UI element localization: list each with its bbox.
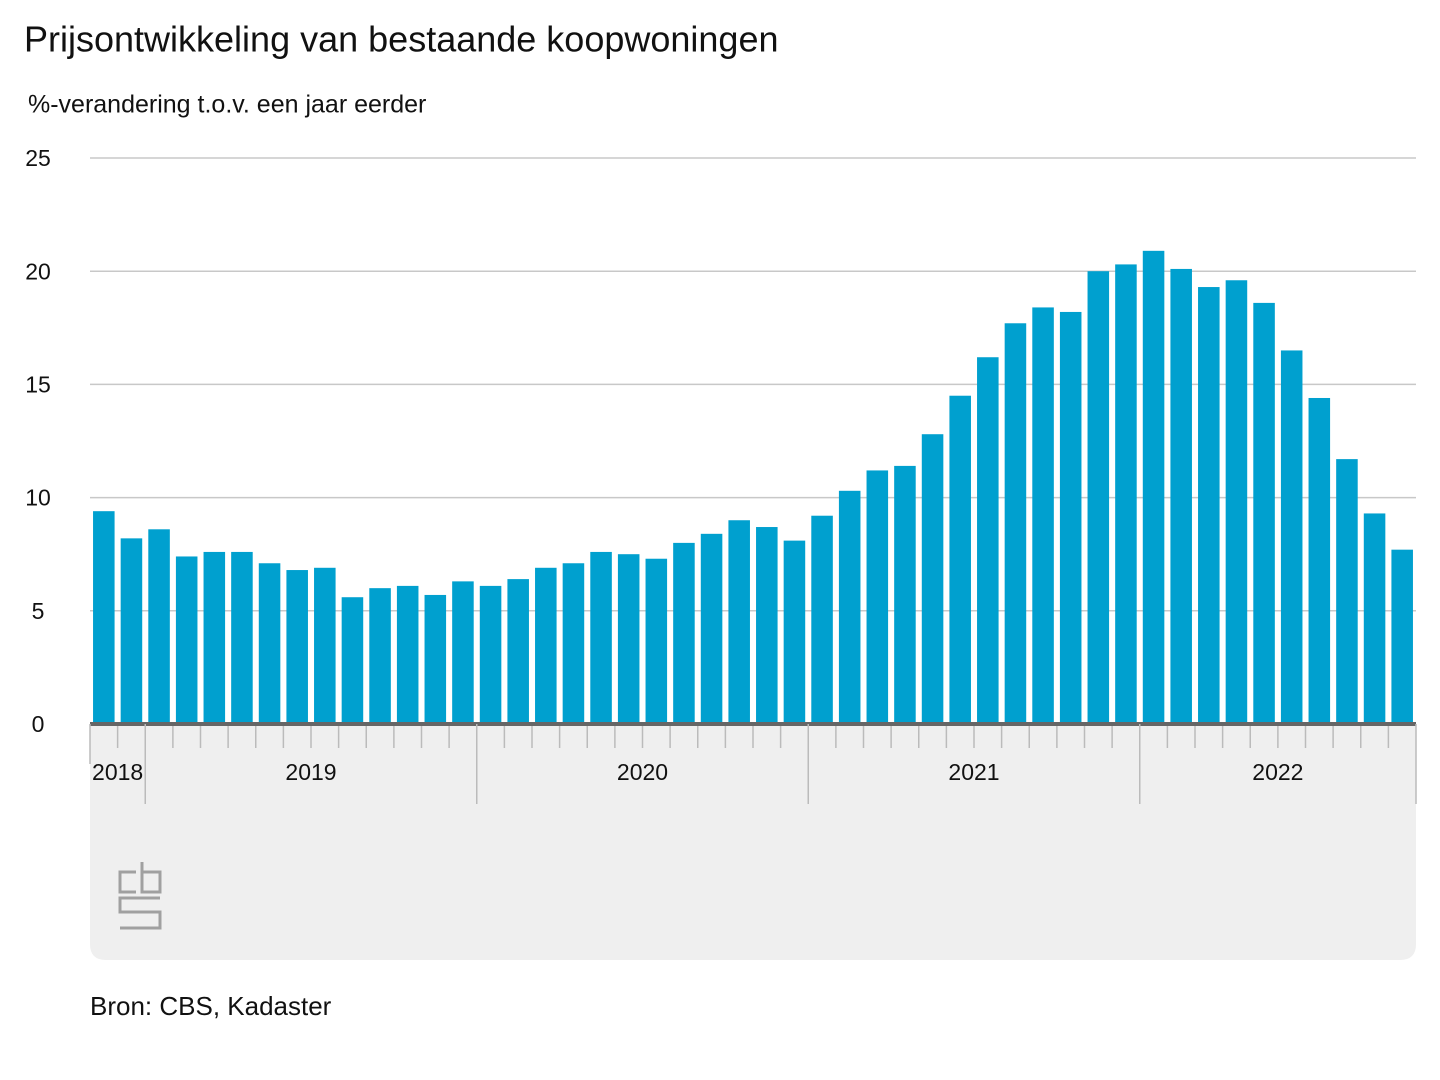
- bar: [811, 515, 833, 724]
- bar: [452, 581, 474, 724]
- bar: [286, 570, 308, 724]
- bar: [231, 551, 253, 724]
- bar: [396, 585, 419, 724]
- bar: [645, 558, 668, 724]
- chart-title: Prijsontwikkeling van bestaande koopwoni…: [24, 19, 779, 60]
- bar: [1170, 268, 1192, 724]
- axis-panel: [90, 724, 1416, 960]
- bar: [977, 357, 999, 724]
- bar: [1059, 311, 1082, 724]
- bar: [673, 542, 695, 724]
- y-tick-label: 20: [25, 258, 51, 284]
- bar: [783, 540, 806, 724]
- bar: [728, 520, 750, 724]
- y-tick-label: 0: [32, 711, 45, 737]
- bar: [341, 597, 364, 724]
- bar: [756, 527, 778, 724]
- bar: [1336, 459, 1358, 724]
- y-tick-label: 5: [32, 598, 45, 624]
- bar: [93, 511, 115, 724]
- bar: [1363, 513, 1386, 724]
- bar: [1280, 350, 1303, 724]
- bar: [921, 434, 944, 724]
- x-group-label: 2018: [92, 759, 143, 785]
- bar: [175, 556, 198, 724]
- bar: [590, 551, 612, 724]
- bar: [424, 594, 447, 724]
- bar: [148, 529, 170, 724]
- bar: [535, 567, 557, 724]
- bar: [1253, 302, 1275, 724]
- bar: [949, 395, 971, 724]
- bar: [479, 585, 502, 724]
- bar: [258, 563, 281, 724]
- bar: [838, 490, 861, 724]
- bar: [1115, 264, 1137, 724]
- bar: [120, 538, 143, 724]
- y-tick-label: 10: [25, 485, 51, 511]
- x-group-label: 2021: [948, 759, 999, 785]
- bar: [203, 551, 226, 724]
- source: Bron: CBS, Kadaster: [90, 991, 332, 1021]
- chart-subtitle: %-verandering t.o.v. een jaar eerder: [28, 91, 426, 119]
- bar: [1225, 280, 1248, 724]
- cbs-logo: [118, 862, 162, 930]
- y-tick-label: 15: [25, 371, 51, 397]
- x-group-label: 2020: [617, 759, 668, 785]
- x-group-label: 2019: [285, 759, 336, 785]
- y-tick-label: 25: [25, 145, 51, 171]
- x-group-label: 2022: [1252, 759, 1303, 785]
- bar: [507, 579, 529, 724]
- bar: [1087, 271, 1110, 724]
- bar: [700, 533, 723, 724]
- bar: [617, 554, 640, 724]
- bar: [369, 588, 391, 724]
- bar: [314, 567, 336, 724]
- bar: [1198, 287, 1220, 724]
- bar: [1004, 323, 1027, 724]
- bar: [1391, 549, 1413, 724]
- bar: [1142, 250, 1165, 724]
- bar: [894, 465, 916, 724]
- bar: [562, 563, 585, 724]
- bar: [1308, 397, 1331, 724]
- bar: [866, 470, 889, 724]
- bar: [1032, 307, 1054, 724]
